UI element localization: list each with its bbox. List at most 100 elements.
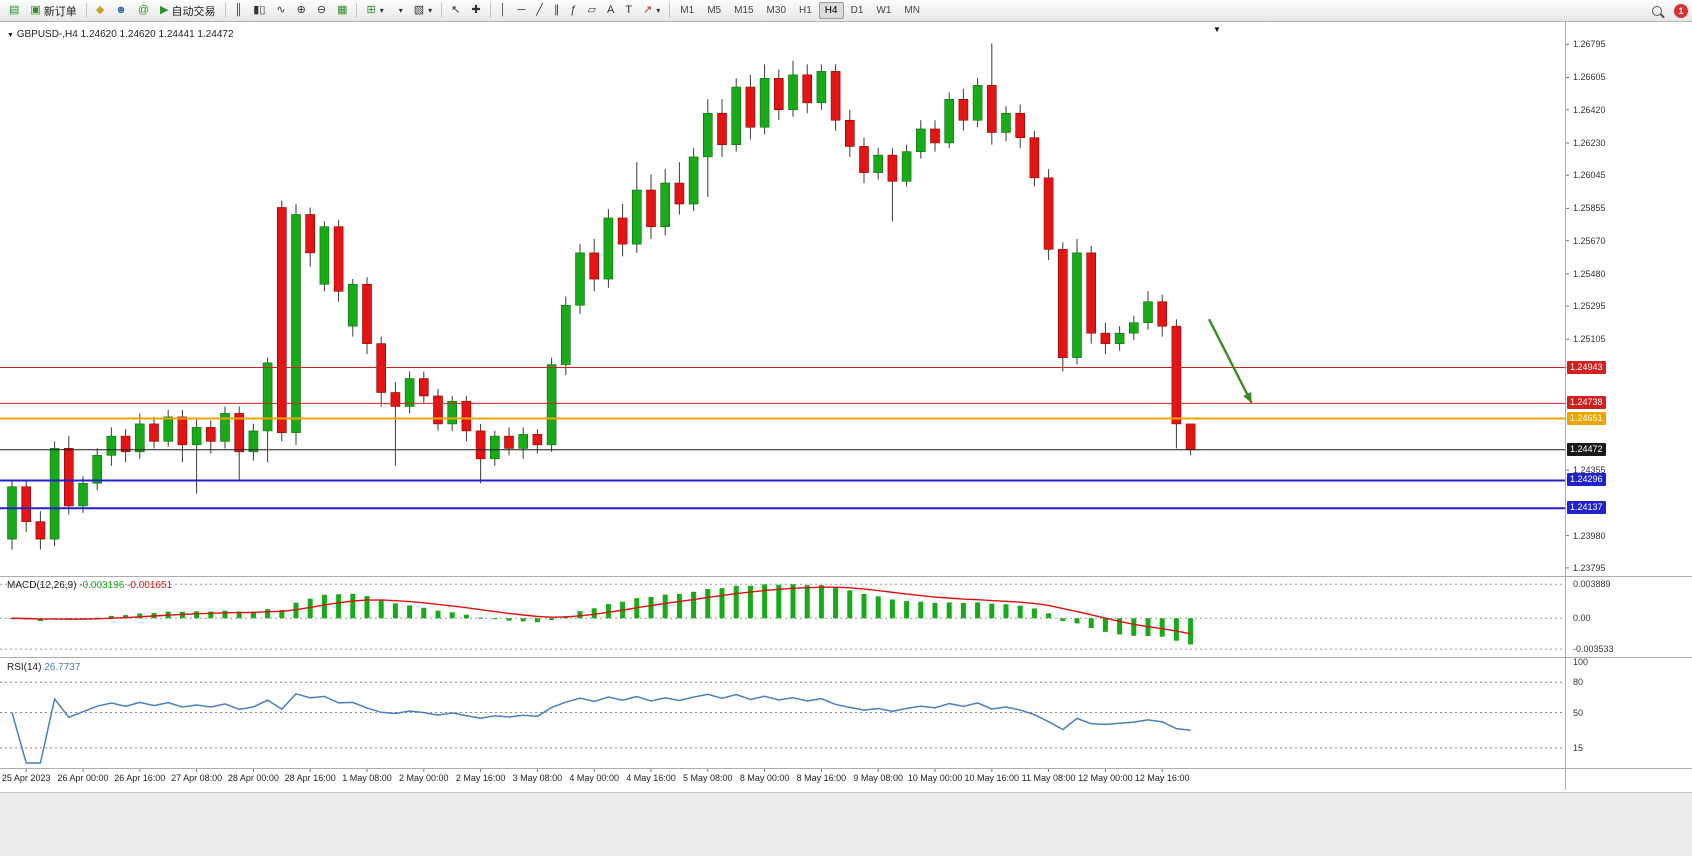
timeframe-button-h1[interactable]: H1 — [793, 2, 818, 19]
rsi-value: 26.7737 — [44, 662, 81, 673]
candle-body — [333, 226, 344, 292]
macd-histogram-bar — [208, 611, 214, 619]
cursor-tool-button[interactable]: ↖ — [446, 1, 465, 20]
macd-histogram-bar — [662, 594, 668, 619]
toolbar-separator — [669, 3, 671, 18]
toolbar-separator — [356, 3, 358, 18]
candle-body — [986, 85, 997, 133]
trendline-tool-button[interactable]: ╱ — [531, 1, 548, 20]
macd-histogram-bar — [492, 618, 498, 620]
candlestick-icon: ▮▯ — [253, 4, 266, 16]
chart-symbol-period: GBPUSD-,H4 — [16, 29, 78, 40]
candle-body — [646, 189, 656, 228]
macd-histogram-bar — [1031, 608, 1037, 619]
shapes-tool-button[interactable]: ▱ — [583, 1, 601, 20]
macd-histogram-bar — [1060, 618, 1066, 622]
candle-body — [603, 217, 614, 280]
vertical-line-tool-button[interactable]: │ — [495, 1, 512, 20]
candle-body — [362, 283, 372, 344]
channel-icon: ∥ — [553, 4, 560, 16]
panel-separator[interactable] — [0, 576, 1692, 577]
periods-button[interactable]: ▾ — [390, 1, 408, 20]
macd-histogram-bar — [236, 611, 242, 619]
line-chart-mode-button[interactable]: ∿ — [271, 1, 290, 20]
macd-histogram-bar — [705, 588, 711, 619]
notification-badge[interactable]: 1 — [1674, 3, 1688, 18]
channel-tool-button[interactable]: ∥ — [549, 1, 565, 20]
timeframe-button-d1[interactable]: D1 — [845, 2, 870, 19]
candle-body — [433, 395, 443, 425]
macd-name: MACD(12,26,9) — [7, 580, 77, 591]
timeframe-button-mn[interactable]: MN — [898, 2, 926, 19]
candle-body — [305, 214, 316, 254]
chart-end-marker-icon[interactable]: ▼ — [1213, 25, 1221, 34]
macd-histogram-bar — [1046, 613, 1052, 619]
candle-body — [404, 378, 415, 407]
market-button[interactable]: ◆ — [91, 1, 109, 20]
timeframe-button-h4[interactable]: H4 — [818, 2, 844, 19]
new-order-button[interactable]: ▣ 新订单 — [25, 1, 81, 20]
fibonacci-tool-button[interactable]: ƒ — [565, 1, 581, 20]
candle-body — [35, 521, 46, 540]
candle-body — [418, 378, 429, 397]
candle-body — [489, 435, 500, 460]
macd-histogram-bar — [265, 609, 271, 619]
candle-body — [149, 423, 159, 442]
arrow-annotation[interactable] — [1207, 318, 1253, 404]
label-tool-button[interactable]: T — [620, 1, 637, 20]
panel-separator[interactable] — [0, 657, 1692, 658]
candle-body — [745, 86, 756, 128]
macd-histogram-bar — [407, 605, 413, 619]
macd-histogram-bar — [577, 611, 583, 619]
horizontal-line-tool-button[interactable]: ─ — [512, 1, 530, 20]
arrow-annotation-head[interactable] — [1243, 392, 1252, 403]
bar-chart-mode-button[interactable]: ║ — [230, 1, 248, 20]
timeframe-button-m15[interactable]: M15 — [728, 2, 759, 19]
indicators-button[interactable]: ⊞ ▾ — [361, 1, 388, 20]
candle-body — [475, 430, 486, 460]
templates-button[interactable]: ▧ ▾ — [409, 1, 437, 20]
macd-histogram-bar — [506, 618, 512, 621]
zoom-in-button[interactable]: ⊕ — [292, 1, 311, 20]
market-icon: ◆ — [95, 4, 105, 16]
candle-body — [915, 128, 926, 152]
chart-title: ▼ GBPUSD-,H4 1.24620 1.24620 1.24441 1.2… — [7, 29, 234, 40]
rsi-header: RSI(14) 26.7737 — [7, 662, 80, 673]
macd-histogram-bar — [1131, 618, 1137, 636]
chevron-down-icon: ▾ — [428, 6, 433, 15]
rsi-line — [11, 692, 1191, 764]
auto-trading-play-icon: ▶ — [160, 4, 169, 16]
macd-signal-line — [11, 586, 1191, 635]
candlestick-mode-button[interactable]: ▮▯ — [248, 1, 270, 20]
profile-button[interactable]: ☻ — [110, 1, 132, 20]
macd-main-value: -0.003196 — [79, 580, 125, 591]
candle-body — [1129, 322, 1139, 334]
macd-histogram-bar — [1003, 604, 1009, 619]
chart-window-button[interactable]: ▤ — [4, 1, 24, 20]
candle-body — [461, 400, 472, 432]
arrows-tool-button[interactable]: ↗ ▾ — [638, 1, 665, 20]
candle-body — [1029, 137, 1040, 179]
tile-windows-button[interactable]: ▦ — [332, 1, 352, 20]
macd-histogram-bar — [804, 585, 810, 619]
search-button[interactable] — [1647, 1, 1667, 20]
time-axis-line — [0, 768, 1692, 769]
macd-histogram-bar — [960, 602, 966, 619]
candle-body — [191, 427, 202, 446]
text-tool-button[interactable]: A — [602, 1, 619, 20]
vertical-line-icon: │ — [499, 4, 507, 16]
auto-trading-button[interactable]: ▶ 自动交易 — [155, 1, 220, 20]
community-button[interactable]: @ — [133, 1, 154, 20]
toolbar-separator — [489, 3, 491, 18]
timeframe-button-w1[interactable]: W1 — [870, 2, 897, 19]
timeframe-button-m5[interactable]: M5 — [701, 2, 727, 19]
zoom-out-button[interactable]: ⊖ — [312, 1, 331, 20]
candle-body — [1015, 112, 1026, 138]
candle-body — [1157, 301, 1167, 327]
crosshair-tool-button[interactable]: ✚ — [466, 1, 485, 20]
macd-histogram-bar — [833, 587, 839, 619]
timeframe-button-m1[interactable]: M1 — [674, 2, 700, 19]
timeframe-button-m30[interactable]: M30 — [761, 2, 792, 19]
candle-body — [106, 435, 117, 456]
